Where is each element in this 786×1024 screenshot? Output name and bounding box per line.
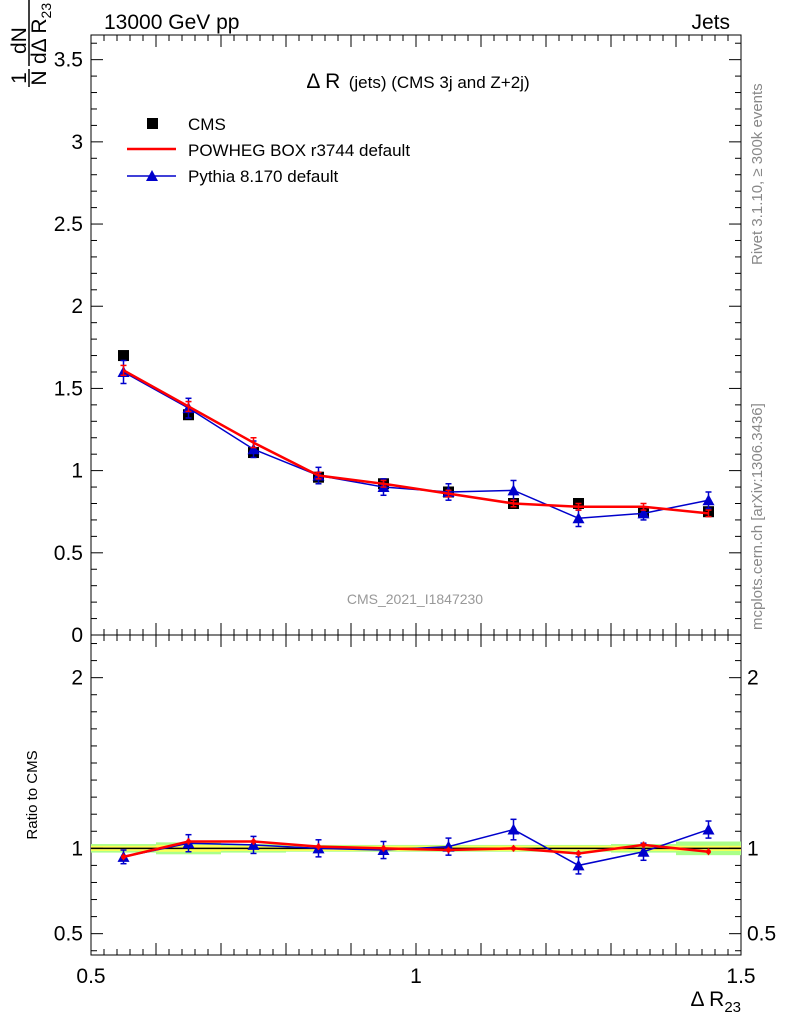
pythia-point: [507, 484, 520, 496]
ratio-pythia-point: [702, 823, 715, 835]
x-tick-label: 1: [410, 965, 422, 988]
watermark: CMS_2021_I1847230: [347, 591, 483, 607]
y-label-dN: dN: [8, 27, 31, 54]
pythia-line: [123, 371, 709, 520]
ratio-powheg-point: [706, 849, 711, 855]
ratio-powheg-point: [121, 854, 126, 860]
y-tick-label: 2.5: [54, 213, 83, 236]
x-tick-label: 0.5: [76, 965, 105, 988]
main-y-axis-label: 1 N dN dΔ R23: [8, 0, 54, 87]
ratio-powheg-line: [123, 840, 709, 859]
y-label-ddr: dΔ R23: [28, 3, 54, 64]
y-label-ddr-sub: 23: [38, 3, 54, 19]
x-axis-label-sub: 23: [724, 999, 741, 1016]
ratio-frame: [90, 634, 742, 956]
plot-title: Δ R (jets) (CMS 3j and Z+2j): [306, 70, 529, 93]
y-tick-label-right: 2: [747, 667, 759, 690]
main-x-ticks: [90, 35, 742, 635]
ratio-marks: [117, 818, 715, 875]
legend-pythia-label: Pythia 8.170 default: [188, 167, 339, 186]
y-tick-label: 0.5: [54, 542, 83, 565]
y-tick-label-right: 0.5: [747, 923, 776, 946]
y-label-N: N: [28, 70, 51, 85]
ratio-panel: 0.5 0.5 1 1 2 2 0.5 1 1.5 Ratio to CMS Δ R23: [24, 634, 776, 1016]
y-tick-label: 2: [71, 667, 83, 690]
legend-cms-label: CMS: [188, 115, 226, 134]
y-tick-label: 1: [71, 837, 83, 860]
pythia-point: [247, 443, 260, 455]
main-marks: [117, 350, 715, 528]
y-tick-label: 0.5: [54, 923, 83, 946]
legend-pythia-marker: [146, 170, 158, 181]
ratio-x-ticks: 0.5 1 1.5: [76, 635, 756, 988]
ratio-powheg-point: [251, 839, 256, 845]
y-label-ddr-main: dΔ R: [28, 18, 51, 64]
main-y-ticks: 0 0.5 1 1.5 2 2.5 3 3.5: [54, 42, 741, 647]
ratio-powheg-point: [641, 842, 646, 848]
x-axis-label-main: Δ R: [690, 988, 724, 1011]
ratio-powheg-point: [446, 847, 451, 853]
ratio-y-axis-label: Ratio to CMS: [24, 750, 41, 839]
x-tick-label: 1.5: [726, 965, 755, 988]
legend-powheg-label: POWHEG BOX r3744 default: [188, 141, 410, 160]
ratio-powheg-point: [186, 839, 191, 845]
cms-point: [118, 350, 129, 362]
mcplots-label: mcplots.cern.ch [arXiv:1306.3436]: [749, 403, 766, 630]
ratio-powheg-point: [576, 850, 581, 856]
pythia-point: [702, 494, 715, 506]
ratio-powheg-point: [316, 844, 321, 850]
legend: CMS POWHEG BOX r3744 default Pythia 8.17…: [127, 115, 410, 186]
pythia-point: [572, 512, 585, 524]
ratio-pythia-point: [572, 859, 585, 871]
y-label-one: 1: [8, 72, 31, 84]
ratio-pythia-point: [507, 823, 520, 835]
y-tick-label: 1: [71, 460, 83, 483]
header-left: 13000 GeV pp: [104, 11, 239, 34]
x-axis-label: Δ R23: [690, 988, 741, 1016]
pythia-point: [637, 507, 650, 519]
powheg-line: [122, 369, 709, 515]
y-tick-label: 3: [71, 131, 83, 154]
y-tick-label-right: 1: [747, 837, 759, 860]
y-tick-label: 1.5: [54, 377, 83, 400]
main-panel: 0 0.5 1 1.5 2 2.5 3 3.5 Δ R (jets) (CMS 3j and …: [8, 0, 742, 647]
ratio-pythia-point: [637, 845, 650, 857]
legend-cms-marker: [147, 118, 158, 129]
y-tick-label: 0: [71, 624, 83, 647]
y-tick-label: 3.5: [54, 49, 83, 72]
ratio-y-ticks: 0.5 0.5 1 1 2 2: [54, 643, 776, 952]
ratio-powheg-point: [381, 845, 386, 851]
y-tick-label: 2: [71, 295, 83, 318]
plot-title-sub: (jets) (CMS 3j and Z+2j): [349, 73, 530, 92]
rivet-version-label: Rivet 3.1.10, ≥ 300k events: [749, 83, 766, 265]
plot-title-main: Δ R: [306, 70, 340, 93]
ratio-powheg-point: [511, 845, 516, 851]
header-right: Jets: [691, 11, 730, 34]
